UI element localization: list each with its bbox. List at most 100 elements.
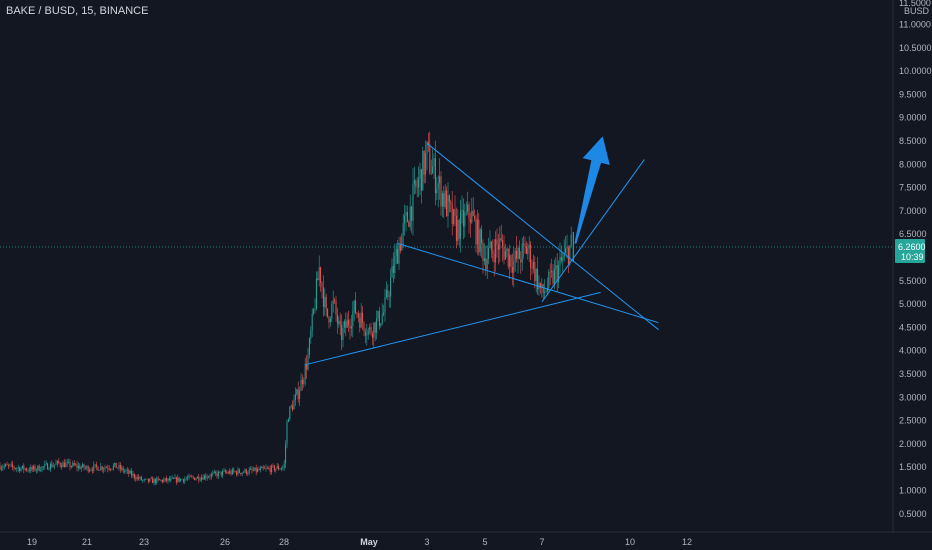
candle-body [314,309,316,310]
candle-body [341,325,343,341]
candle-body [401,235,403,251]
candle-body [112,465,114,469]
candle-body [154,479,156,483]
candle-body [376,318,378,333]
candle-body [41,466,43,471]
candle-body [514,250,516,261]
candle-body [215,471,217,473]
candle-body [486,258,488,270]
candle-body [105,467,107,469]
candle-body [369,327,371,330]
candle-body [27,470,29,471]
trendlines-group[interactable] [305,142,659,366]
trendline[interactable] [305,291,601,366]
candle-body [191,476,193,478]
candle-body [286,422,288,445]
candle-body [478,219,480,253]
annotation-layer[interactable] [574,136,610,244]
candle-body [72,463,74,467]
candle-body [454,209,456,216]
candle-body [128,470,130,474]
candle-body [241,472,243,474]
candle-body [483,258,485,262]
candle-body [374,322,376,333]
price-axis-label: 6.5000 [899,229,927,239]
candle-body [488,248,490,259]
candle-body [517,247,519,259]
price-axis-label: 3.5000 [899,369,927,379]
trendline[interactable] [397,243,659,324]
candle-body [147,478,149,482]
time-axis-label: 3 [424,537,429,547]
price-axis-label: 2.5000 [899,416,927,426]
candle-body [276,466,278,469]
candle-body [171,477,173,479]
candle-body [395,248,397,257]
candle-body [394,256,396,273]
candle-body [234,471,236,473]
candle-body [23,465,25,470]
candle-body [544,292,546,293]
candle-body [397,248,399,264]
candle-body [545,291,547,292]
candle-body [115,462,117,468]
candle-body [560,257,562,261]
candle-body [125,470,127,472]
candle-body [499,238,501,250]
candle-body [303,379,305,385]
candle-body [251,468,253,471]
candle-body [202,477,204,480]
candle-body [69,461,71,468]
candle-body [59,463,61,466]
candle-body [37,465,39,470]
candle-body [446,190,448,217]
price-axis[interactable]: 11.5000 BUSD 11.0000 10.5000 10.0000 9.5000… [899,0,932,519]
candle-body [182,479,184,482]
candle-body [175,477,177,483]
price-axis-currency: BUSD [904,6,930,16]
trendline[interactable] [426,142,659,331]
candle-body [555,265,557,269]
candle-body [259,468,261,471]
candle-body [103,468,105,470]
up-arrow-icon[interactable] [574,136,610,244]
candle-body [346,319,348,328]
price-axis-label: 5.5000 [899,276,927,286]
candle-body [321,282,323,288]
candle-body [481,229,483,243]
price-axis-label: 9.0000 [899,113,927,123]
candle-body [462,210,464,227]
candle-body [42,466,44,467]
candle-body [216,473,218,477]
candle-body [524,243,526,247]
candle-body [525,246,527,254]
candle-body [98,470,100,471]
candle-body [52,465,54,468]
candle-body [77,465,79,468]
candle-body [206,477,208,479]
candle-body [236,471,238,475]
candle-body [523,243,525,244]
candle-body [345,321,347,328]
candle-body [181,478,183,480]
candle-body [198,476,200,481]
time-axis[interactable]: 19 21 23 26 28 May 3 5 7 10 12 [27,537,692,547]
candle-body [5,464,7,466]
trendline[interactable] [541,159,645,303]
candle-body [373,322,375,338]
candle-body [217,472,219,477]
candle-body [119,465,121,470]
candle-body [168,478,170,481]
symbol-title[interactable]: BAKE / BUSD, 15, BINANCE [6,5,149,17]
candle-body [521,243,523,263]
candle-body [163,479,165,482]
candle-body [61,465,63,468]
candle-body [264,468,266,469]
candle-body [48,469,50,470]
candle-body [528,244,530,249]
candle-body [315,278,317,309]
time-axis-label: 12 [682,537,692,547]
price-axis-label: 0.5000 [899,509,927,519]
